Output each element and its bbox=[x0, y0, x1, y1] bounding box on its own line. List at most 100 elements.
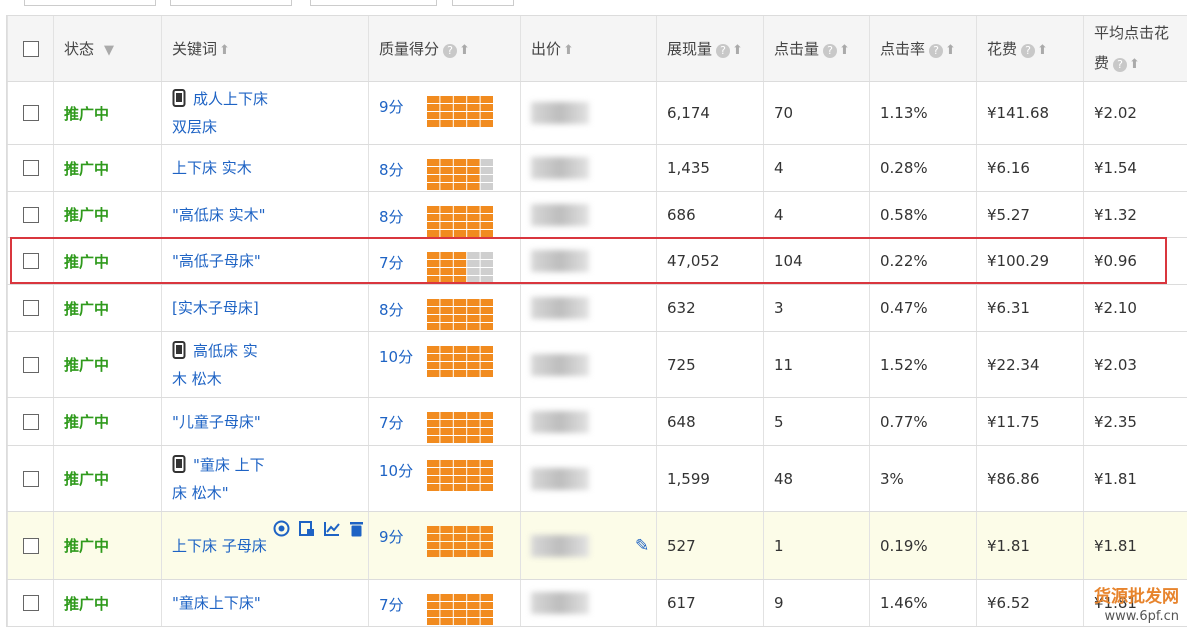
header-label[interactable]: 花费? ⬆ bbox=[987, 38, 1048, 59]
cell: 9分 bbox=[368, 82, 520, 144]
header-label[interactable]: 平均点击花费? ⬆ bbox=[1094, 18, 1182, 80]
score-cell bbox=[453, 460, 467, 467]
ctr: 0.28% bbox=[880, 159, 928, 177]
cell: ¥2.02 bbox=[1083, 82, 1187, 144]
sort-arrow[interactable]: ⬆ bbox=[1129, 56, 1140, 72]
table-row: 推广中 成人上下床 双层床 9分 6,174 70 1.13% ¥141.68 ¥2.02 bbox=[6, 82, 1187, 145]
score-bars bbox=[427, 526, 493, 557]
header-label[interactable]: 点击量? ⬆ bbox=[774, 38, 850, 59]
cell bbox=[520, 238, 656, 284]
score-cell bbox=[467, 550, 480, 557]
row-checkbox[interactable] bbox=[23, 160, 39, 176]
sort-caret[interactable]: ▼ bbox=[104, 43, 115, 58]
status: 推广中 bbox=[64, 356, 110, 374]
header-label[interactable]: 点击率? ⬆ bbox=[880, 38, 956, 59]
score-cell bbox=[453, 346, 467, 353]
keyword[interactable]: 成人上下床 双层床 bbox=[172, 85, 270, 141]
cell bbox=[7, 82, 53, 144]
keyword-text: "高低子母床" bbox=[172, 252, 261, 270]
header-text: 状态 bbox=[64, 40, 95, 58]
cell: ¥100.29 bbox=[976, 238, 1083, 284]
sort-arrow[interactable]: ⬆ bbox=[839, 43, 850, 58]
row-checkbox[interactable] bbox=[23, 105, 39, 121]
sort-arrow[interactable]: ⬆ bbox=[563, 43, 574, 58]
cell: 5 bbox=[763, 398, 869, 445]
row-checkbox[interactable] bbox=[23, 470, 39, 487]
sort-arrow[interactable]: ⬆ bbox=[1037, 43, 1048, 58]
select-all-checkbox[interactable] bbox=[23, 40, 39, 57]
copy-icon[interactable] bbox=[298, 520, 315, 537]
row-checkbox[interactable] bbox=[23, 537, 39, 554]
cell bbox=[7, 332, 53, 397]
keyword[interactable]: "童床上下床" bbox=[172, 589, 261, 617]
header-text: 花费 bbox=[987, 40, 1018, 58]
cell: 0.28% bbox=[869, 145, 976, 191]
delete-icon[interactable] bbox=[348, 520, 365, 537]
keyword[interactable]: "童床 上下床 松木" bbox=[172, 451, 270, 507]
sort-arrow[interactable]: ⬆ bbox=[219, 43, 230, 58]
cell: 4 bbox=[763, 145, 869, 191]
keyword[interactable]: "高低床 实木" bbox=[172, 201, 266, 229]
keyword[interactable]: 上下床 实木 bbox=[172, 154, 252, 182]
trend-icon[interactable] bbox=[323, 520, 340, 537]
keyword[interactable]: "高低子母床" bbox=[172, 247, 261, 275]
keyword[interactable]: "儿童子母床" bbox=[172, 408, 261, 436]
keyword[interactable]: 高低床 实木 松木 bbox=[172, 337, 270, 393]
score-bar-level bbox=[427, 159, 493, 190]
cell: "高低床 实木" bbox=[161, 192, 368, 237]
score-cell bbox=[480, 526, 493, 533]
header-text: 关键词 bbox=[172, 40, 218, 58]
cell: 推广中 bbox=[53, 512, 161, 579]
score-cell bbox=[440, 222, 453, 229]
row-checkbox[interactable] bbox=[23, 356, 39, 373]
keyword[interactable]: [实木子母床] bbox=[172, 294, 259, 322]
score-cell bbox=[427, 476, 440, 483]
score-bar-level bbox=[427, 206, 493, 237]
keyword-text: 上下床 子母床 bbox=[172, 536, 267, 555]
score-cell bbox=[467, 175, 480, 182]
edit-target-icon[interactable] bbox=[273, 520, 290, 537]
sort-arrow[interactable]: ⬆ bbox=[459, 43, 470, 58]
clicks: 5 bbox=[774, 412, 784, 431]
score-cell bbox=[427, 602, 440, 609]
score-bar-level bbox=[427, 412, 493, 443]
score-cell bbox=[467, 167, 480, 174]
score-cell bbox=[427, 206, 440, 213]
score-cell bbox=[480, 610, 493, 617]
phone-body bbox=[172, 89, 186, 107]
keyword[interactable]: 上下床 子母床 bbox=[172, 532, 267, 560]
sort-arrow[interactable]: ⬆ bbox=[945, 43, 956, 58]
header-label[interactable]: 关键词 ⬆ bbox=[172, 38, 230, 59]
score-cell bbox=[427, 594, 440, 601]
row-checkbox[interactable] bbox=[23, 413, 39, 430]
score-cell bbox=[480, 476, 493, 483]
cell bbox=[7, 512, 53, 579]
cell: 47,052 bbox=[656, 238, 763, 284]
cell: 推广中 bbox=[53, 238, 161, 284]
header-row: 状态 ▼ 关键词 ⬆ 质量得分? ⬆ 出价 ⬆ 展现量? ⬆ 点击量? ⬆ 点击率? ⬆ 花费? ⬆ 平均点击花… bbox=[6, 15, 1187, 82]
row-checkbox[interactable] bbox=[23, 595, 39, 611]
row-checkbox[interactable] bbox=[23, 253, 39, 269]
score-cell bbox=[480, 276, 493, 283]
header-label[interactable]: 状态 ▼ bbox=[64, 38, 114, 59]
score-cell bbox=[453, 542, 467, 549]
edit-bid-icon[interactable]: ✎ bbox=[635, 535, 650, 556]
keyword-text: "高低床 实木" bbox=[172, 205, 266, 224]
score-cell bbox=[480, 323, 493, 330]
cell: 104 bbox=[763, 238, 869, 284]
score-cell bbox=[427, 260, 440, 267]
cell: 展现量? ⬆ bbox=[656, 16, 763, 81]
score-cell bbox=[440, 276, 453, 283]
header-label[interactable]: 出价 ⬆ bbox=[531, 38, 574, 59]
header-label[interactable]: 展现量? ⬆ bbox=[667, 38, 743, 59]
row-checkbox[interactable] bbox=[23, 300, 39, 316]
sort-arrow[interactable]: ⬆ bbox=[732, 43, 743, 58]
avg_cpc: ¥1.81 bbox=[1094, 469, 1137, 488]
help-icon: ? bbox=[1021, 44, 1036, 58]
score-cell bbox=[453, 436, 467, 443]
header-label[interactable]: 质量得分? ⬆ bbox=[379, 38, 470, 59]
score-cell bbox=[427, 104, 440, 111]
score-cell bbox=[453, 175, 467, 182]
row-checkbox[interactable] bbox=[23, 206, 39, 223]
score-cell bbox=[453, 307, 467, 314]
